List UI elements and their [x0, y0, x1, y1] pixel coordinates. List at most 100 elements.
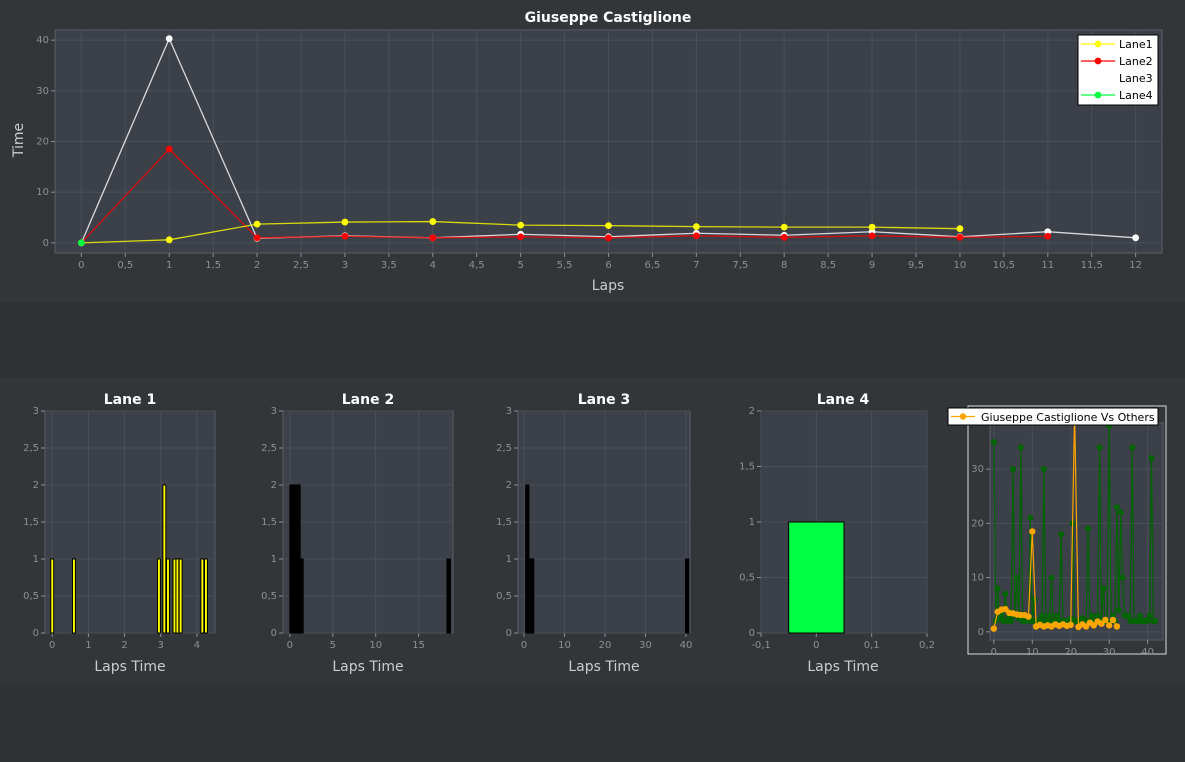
comparison-main-point [1105, 622, 1113, 629]
comparison-others-point [1044, 618, 1051, 625]
hist4-y-tick-label: 0,5 [739, 573, 755, 584]
main-y-tick-label: 40 [36, 35, 49, 46]
main-x-tick-label: 11 [1041, 260, 1054, 271]
top-chart-panel: Giuseppe Castiglione Laps Time 0 0,5 1 1,5 2… [0, 0, 1185, 302]
hist1-bar [71, 558, 76, 634]
y-axis-label: Time [11, 123, 27, 158]
comparison-others-point [1010, 466, 1017, 473]
comparison-others-point [1146, 612, 1153, 619]
comparison-y-tick-label: 0 [978, 627, 984, 638]
lane1-hist-xlabel: Laps Time [94, 659, 165, 675]
comparison-others-point [1031, 596, 1038, 603]
main-x-tick-label: 8,5 [820, 260, 836, 271]
legend-swatch-marker [1094, 57, 1102, 65]
comparison-main-point [990, 625, 998, 632]
hist2-y-tick-label: 2 [271, 480, 277, 491]
hist1-bar [200, 558, 205, 634]
hist2-y-tick-label: 2,5 [261, 443, 277, 454]
hist1-x-tick-label: 2 [121, 640, 127, 651]
hist1-y-tick-label: 0,5 [23, 591, 39, 602]
comparison-others-point [1096, 444, 1103, 451]
comparison-main-point [1067, 621, 1074, 629]
comparison-others-point [1148, 455, 1155, 462]
hist2-x-tick-label: 15 [412, 640, 425, 651]
lane3-hist-xlabel: Laps Time [568, 659, 639, 675]
hist3-y-tick-label: 2 [506, 480, 512, 491]
comparison-others-point [1144, 618, 1151, 625]
main-x-tick-label: 6,5 [644, 260, 660, 271]
main-x-tick-label: 5,5 [557, 260, 573, 271]
comparison-main-point [1029, 528, 1036, 535]
comparison-others-point [990, 438, 997, 445]
comparison-others-point [1085, 525, 1092, 532]
data-point-lane1 [605, 222, 612, 230]
data-point-lane2 [605, 234, 612, 242]
legend-swatch-marker [1094, 91, 1102, 99]
comparison-others-point [1008, 618, 1015, 625]
main-x-tick-label: 0 [78, 260, 84, 271]
comparison-others-point [1038, 612, 1045, 619]
main-x-tick-label: 12 [1129, 260, 1142, 271]
hist2-y-tick-label: 0 [271, 628, 277, 639]
hist4-x-tick-label: -0,1 [751, 640, 771, 651]
hist4-bar [788, 521, 845, 634]
hist1-bar [204, 558, 208, 634]
main-x-tick-label: 6 [605, 260, 611, 271]
lane1-hist-title: Lane 1 [104, 392, 156, 408]
hist1-x-tick-label: 0 [49, 640, 55, 651]
comparison-others-point [1129, 444, 1136, 451]
data-point-lane1 [517, 221, 525, 229]
hist3-y-tick-label: 1,5 [496, 517, 512, 528]
hist1-bar [166, 558, 170, 634]
comparison-others-point [1040, 466, 1047, 473]
lane2-hist-xlabel: Laps Time [332, 659, 403, 675]
data-point-lane3 [1132, 234, 1140, 242]
comparison-others-point [1054, 612, 1061, 619]
hist3-x-tick-label: 10 [558, 640, 571, 651]
hist1-y-tick-label: 2 [33, 480, 39, 491]
hist4-x-tick-label: 0,2 [919, 640, 935, 651]
main-x-tick-label: 10 [954, 260, 967, 271]
legend-box [1077, 34, 1159, 106]
main-x-tick-label: 2 [254, 260, 260, 271]
hist3-y-tick-label: 1 [506, 554, 512, 565]
legend-label: Lane3 [1119, 72, 1153, 85]
hist2-bar [289, 484, 294, 634]
data-point-lane2 [956, 233, 964, 241]
comparison-others-point [1013, 574, 1020, 581]
hist2-y-tick-label: 1 [271, 554, 277, 565]
hist1-x-tick-label: 4 [194, 640, 200, 651]
main-x-tick-label: 2,5 [293, 260, 309, 271]
data-point-lane2 [253, 234, 261, 242]
lane4-hist-title: Lane 4 [817, 392, 870, 408]
data-point-lane1 [429, 218, 437, 225]
hist4-x-tick-label: 0 [813, 640, 819, 651]
legend-swatch-marker [1094, 40, 1102, 48]
hist2-x-tick-label: 0 [287, 640, 293, 651]
main-x-tick-label: 11,5 [1081, 260, 1103, 271]
data-point-lane2 [868, 232, 876, 240]
legend-swatch-marker [1094, 74, 1102, 82]
series-line-lane2 [80, 148, 1048, 244]
comparison-others-point [1136, 612, 1143, 619]
hist1-x-tick-label: 3 [158, 640, 164, 651]
data-point-lane2 [692, 232, 700, 240]
main-x-tick-label: 4,5 [469, 260, 485, 271]
comparison-frame [967, 405, 1167, 655]
lane2-hist-title: Lane 2 [342, 392, 394, 408]
comparison-others-point [1046, 612, 1053, 619]
hist1-y-tick-label: 1 [33, 554, 39, 565]
comparison-others-point [1048, 574, 1055, 581]
comparison-y-tick-label: 30 [971, 464, 984, 475]
main-x-tick-label: 10,5 [993, 260, 1015, 271]
hist3-y-tick-label: 0,5 [496, 591, 512, 602]
hist3-x-tick-label: 0 [521, 640, 527, 651]
comparison-x-tick-label: 30 [1103, 647, 1116, 658]
bottom-charts-panel: Lane 1 Laps Time Lane 2 Laps Time Lane 3… [0, 378, 1185, 683]
comparison-legend-marker [959, 413, 967, 420]
hist1-bar [175, 558, 180, 634]
data-point-lane3 [165, 35, 173, 43]
comparison-others-point [1088, 612, 1095, 619]
hist2-y-tick-label: 3 [271, 406, 277, 417]
hist4-x-tick-label: 0,1 [864, 640, 880, 651]
